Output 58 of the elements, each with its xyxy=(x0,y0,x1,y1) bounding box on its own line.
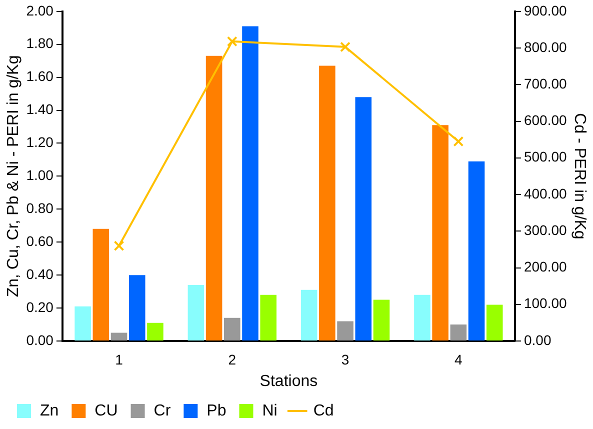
point xyxy=(114,240,124,252)
bar xyxy=(74,306,91,340)
bar xyxy=(110,332,128,340)
x-tick-label: 2 xyxy=(228,351,236,368)
bar xyxy=(128,275,146,340)
y-tick-label: 0.40 xyxy=(26,266,54,282)
y-tick-label: 1.80 xyxy=(26,35,54,52)
y-tick-label: 1.20 xyxy=(26,134,54,150)
legend-label: Cd xyxy=(313,402,334,420)
y-tick-label: 2.00 xyxy=(26,2,54,18)
bar xyxy=(468,161,485,340)
y-tick-label: 1.00 xyxy=(26,167,54,184)
point xyxy=(226,36,238,47)
legend-label: Pb xyxy=(206,402,226,420)
bar xyxy=(188,284,204,340)
point xyxy=(340,42,351,52)
bar xyxy=(486,304,503,340)
bar xyxy=(260,294,276,340)
bar xyxy=(242,26,258,340)
bar xyxy=(373,300,390,340)
y2-tick-label: 400.00 xyxy=(524,185,568,202)
bar xyxy=(414,294,430,340)
bar xyxy=(450,324,467,340)
bar xyxy=(337,321,354,340)
legend-label: CU xyxy=(94,402,118,420)
legend-label: Zn xyxy=(40,402,59,420)
y-tick-label: 0.80 xyxy=(26,200,54,216)
bar xyxy=(92,228,110,340)
x-axis-title: Stations xyxy=(260,372,318,390)
x-tick-label: 1 xyxy=(115,351,124,368)
y2-axis-title: Cd - PERI in g/Kg xyxy=(570,113,588,240)
y-axis-title: Zn, Cu, Cr, Pb & Ni - PERI in g/Kg xyxy=(5,55,22,298)
y2-tick-label: 500.00 xyxy=(524,148,568,165)
point xyxy=(453,136,464,147)
y2-tick-label: 900.00 xyxy=(524,2,568,18)
y2-tick-label: 0.00 xyxy=(524,332,552,348)
legend-label: Ni xyxy=(262,402,278,420)
y-tick-label: 1.60 xyxy=(26,68,54,84)
bar xyxy=(206,56,222,340)
bar xyxy=(224,318,240,340)
y-tick-label: 0.20 xyxy=(26,298,54,315)
y2-tick-label: 300.00 xyxy=(524,222,568,238)
bar xyxy=(300,290,318,340)
y-tick-label: 0.00 xyxy=(26,332,54,348)
bar xyxy=(432,125,448,340)
x-tick-label: 3 xyxy=(341,351,350,368)
bar xyxy=(147,322,164,340)
y2-tick-label: 100.00 xyxy=(524,295,568,312)
bar xyxy=(355,97,372,340)
y-tick-label: 1.40 xyxy=(26,101,54,118)
legend-label: Cr xyxy=(154,402,172,420)
y2-tick-label: 800.00 xyxy=(524,38,568,55)
y2-tick-label: 200.00 xyxy=(524,258,568,275)
y2-tick-label: 600.00 xyxy=(524,112,568,128)
y2-tick-label: 700.00 xyxy=(524,76,568,92)
bar xyxy=(319,66,336,340)
y-tick-label: 0.60 xyxy=(26,232,54,249)
x-tick-label: 4 xyxy=(454,351,463,368)
